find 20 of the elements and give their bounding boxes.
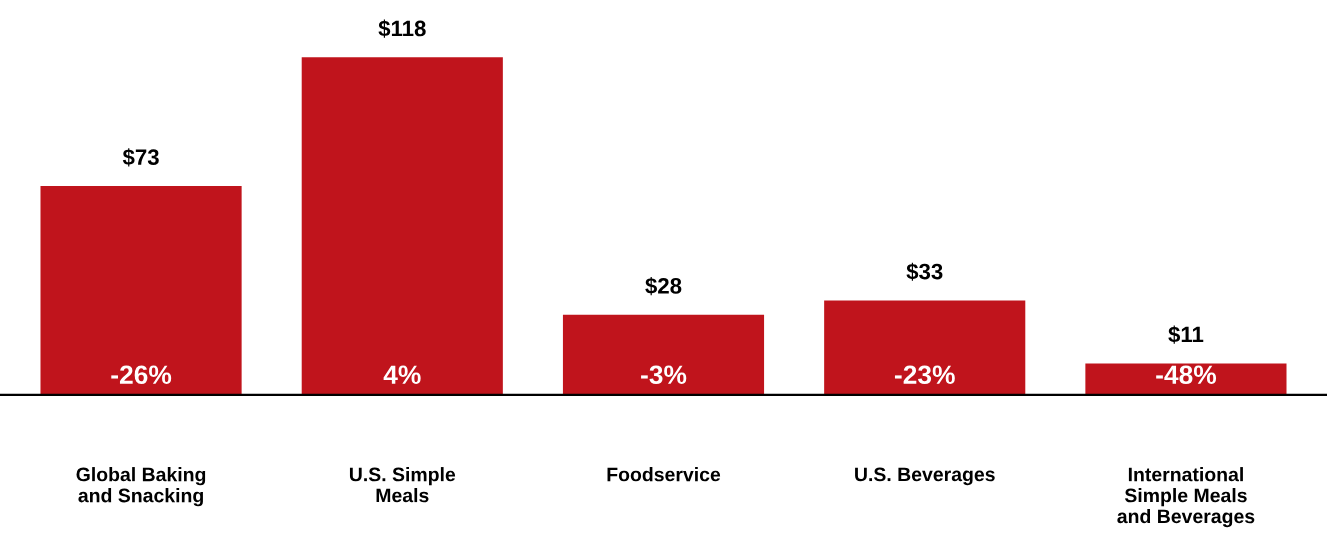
data-label: $11 <box>1168 325 1204 344</box>
annotation: -23% <box>894 365 955 385</box>
bar <box>824 300 1026 395</box>
bar <box>301 57 503 395</box>
bar <box>1085 363 1287 395</box>
annotation: -48% <box>1156 365 1217 385</box>
data-label: $73 <box>122 148 159 167</box>
annotation: -26% <box>111 365 172 385</box>
x-tick-label: International Simple Meals and Beverages <box>1117 467 1255 528</box>
data-label: $33 <box>906 262 943 281</box>
x-tick-label: Foodservice <box>607 467 721 482</box>
annotation: -3% <box>641 365 687 385</box>
annotation: 4% <box>383 365 421 385</box>
x-tick-label: U.S. Beverages <box>855 467 995 486</box>
bar <box>562 314 765 395</box>
data-label: $118 <box>378 19 426 38</box>
bar <box>40 186 242 395</box>
x-tick-label: U.S. Simple Meals <box>349 467 456 503</box>
x-tick-label: Global Baking and Snacking <box>76 467 206 507</box>
data-label: $28 <box>645 276 682 296</box>
